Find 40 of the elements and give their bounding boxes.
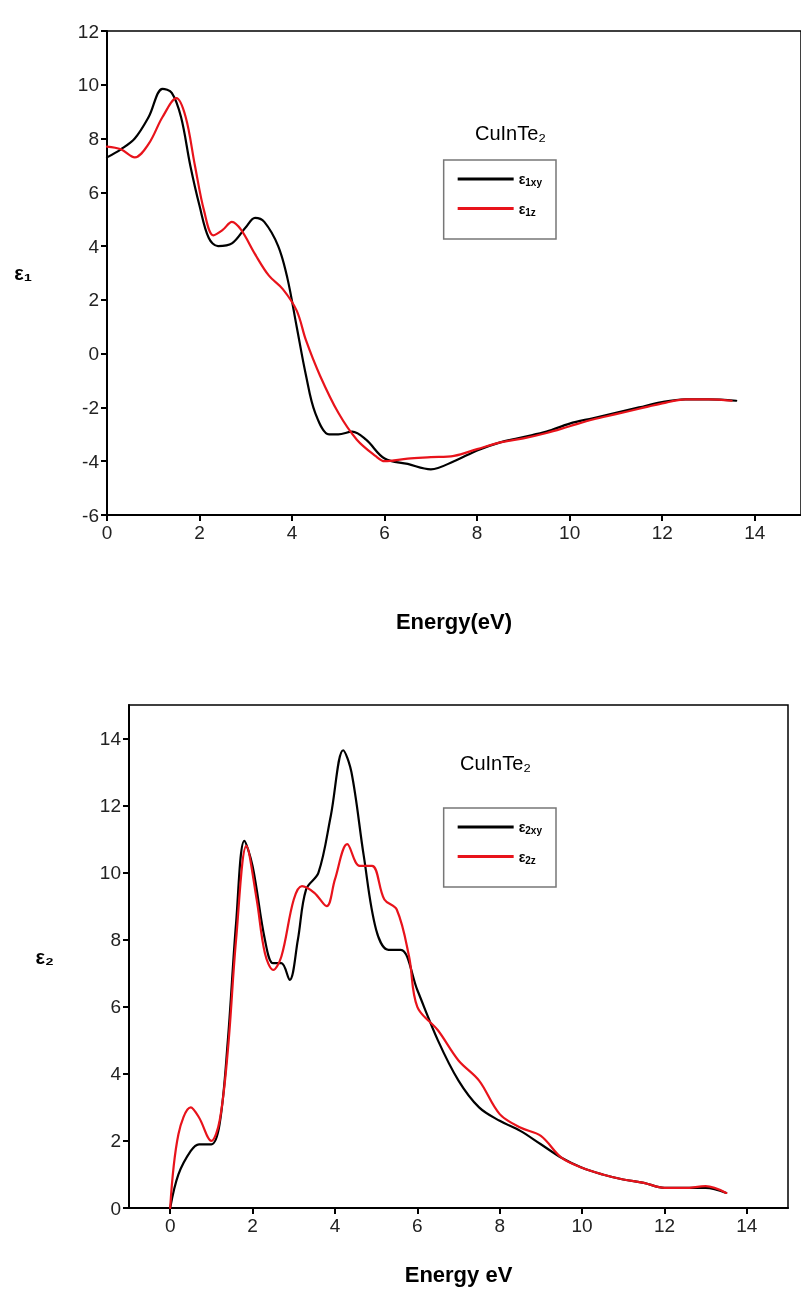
y-tick-label: 4 — [88, 235, 100, 257]
x-tick-label: 14 — [736, 1215, 758, 1236]
x-tick-label: 12 — [651, 522, 673, 543]
y-tick-label: 10 — [99, 862, 121, 884]
y-tick-label: 4 — [110, 1063, 122, 1085]
y-tick-label: 0 — [88, 343, 99, 365]
x-tick-label: 6 — [412, 1215, 423, 1236]
y-tick-label: 0 — [110, 1197, 121, 1219]
y-tick-label: 12 — [99, 795, 121, 817]
y-tick-label: 2 — [88, 289, 99, 311]
x-tick-label: 6 — [379, 522, 390, 543]
y-tick-label: 10 — [77, 74, 99, 96]
x-tick-label: 14 — [744, 522, 766, 543]
x-tick-label: 2 — [194, 522, 205, 543]
y-tick-label: 8 — [110, 929, 121, 951]
x-axis-title: Energy(eV) — [395, 608, 513, 634]
y-tick-label: -4 — [82, 450, 100, 472]
x-tick-label: 8 — [471, 522, 483, 543]
y-axis-title: ε₂ — [35, 945, 54, 968]
y-tick-label: 12 — [77, 20, 99, 42]
y-tick-label: 6 — [88, 181, 99, 203]
x-tick-label: 10 — [559, 522, 581, 543]
text: CuInTe₂ — [475, 122, 547, 144]
y-axis-title: ε₁ — [14, 262, 32, 284]
y-tick-label: -2 — [82, 396, 99, 418]
text: CuInTe₂ — [460, 752, 532, 774]
x-tick-label: 10 — [571, 1215, 593, 1236]
y-tick-label: 6 — [110, 996, 121, 1018]
x-tick-label: 12 — [653, 1215, 676, 1236]
y-tick-label: 14 — [99, 728, 122, 750]
line-series — [169, 843, 728, 1210]
x-tick-label: 0 — [164, 1215, 176, 1236]
x-axis-title: Energy eV — [404, 1261, 513, 1287]
x-tick-label: 2 — [247, 1215, 258, 1236]
x-tick-label: 4 — [286, 522, 298, 543]
y-tick-label: 8 — [88, 128, 99, 150]
x-tick-label: 8 — [494, 1215, 505, 1236]
y-tick-label: -6 — [82, 504, 99, 526]
y-tick-label: 2 — [110, 1130, 121, 1152]
x-tick-label: 4 — [329, 1215, 341, 1236]
